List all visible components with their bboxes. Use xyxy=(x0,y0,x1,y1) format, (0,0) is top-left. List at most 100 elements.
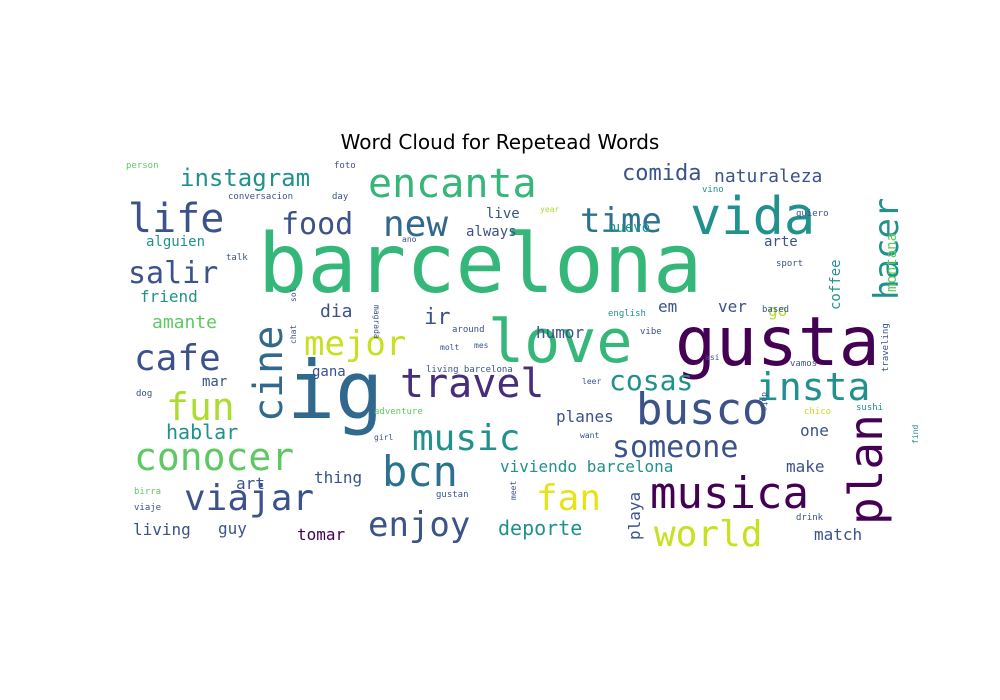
word-living: living xyxy=(133,520,191,539)
word-year: year xyxy=(540,205,559,214)
word-gana: gana xyxy=(312,364,346,380)
word-viajar: viajar xyxy=(184,478,314,519)
word-chat: chat xyxy=(289,325,298,344)
word-conocer: conocer xyxy=(134,435,294,479)
word-hablar: hablar xyxy=(166,420,238,444)
word-someone: someone xyxy=(612,430,738,465)
word-enjoy: enjoy xyxy=(368,505,470,545)
word-alguien: alguien xyxy=(146,234,205,250)
word-want: want xyxy=(580,431,599,440)
word-birra: birra xyxy=(134,487,161,497)
word-gusta: gusta xyxy=(675,303,880,382)
word-always: always xyxy=(466,224,517,240)
word-mejor: mejor xyxy=(304,324,406,364)
word-fun: fun xyxy=(166,385,235,429)
word-thing: thing xyxy=(314,468,362,487)
word-sol: sol xyxy=(289,287,298,302)
word-arte: arte xyxy=(764,234,798,250)
word-naturaleza: naturaleza xyxy=(714,166,822,187)
word-life: life xyxy=(128,196,224,242)
word-music: music xyxy=(412,418,520,459)
word-meet: meet xyxy=(509,481,518,500)
word-fan: fan xyxy=(536,478,601,519)
word-mar: mar xyxy=(202,374,227,390)
word-sport: sport xyxy=(776,259,803,269)
word-day: day xyxy=(332,192,349,202)
word-viaje: viaje xyxy=(134,503,161,513)
word-world: world xyxy=(654,514,762,555)
word-amante: amante xyxy=(152,312,217,333)
word-adventure: adventure xyxy=(374,407,423,417)
word-bcn: bcn xyxy=(382,447,458,496)
word-playa: playa xyxy=(625,492,644,540)
word-ver: ver xyxy=(718,297,747,316)
word-humor: humor xyxy=(536,323,585,342)
word-go: go xyxy=(768,301,787,320)
word-make: make xyxy=(786,457,825,476)
word-talk: talk xyxy=(226,253,248,263)
word-nuevo: nuevo xyxy=(608,220,650,236)
word-one: one xyxy=(800,421,829,440)
word-dog: dog xyxy=(136,389,152,399)
word-ano: ano xyxy=(402,235,417,244)
word-cafe: cafe xyxy=(134,338,221,379)
word-cine: cine xyxy=(246,326,292,422)
word-comida: comida xyxy=(622,161,701,186)
word-vamos: vamos xyxy=(790,359,817,369)
word-cosas: cosas xyxy=(609,364,693,397)
word-asi: asi xyxy=(705,353,720,362)
word-vibe: vibe xyxy=(640,327,662,337)
word-plan: plan xyxy=(839,414,893,525)
word-english: english xyxy=(608,309,646,319)
word-around: around xyxy=(452,325,485,335)
word-guy: guy xyxy=(218,519,247,538)
word-gustan: gustan xyxy=(436,490,469,500)
word-time: time xyxy=(580,201,662,241)
word-magrada: magrada xyxy=(372,305,381,339)
word-match: match xyxy=(814,525,862,544)
word-ig: ig xyxy=(287,344,383,437)
word-molt: molt xyxy=(440,343,459,352)
word-conversacion: conversacion xyxy=(228,192,293,202)
word-vino: vino xyxy=(702,185,724,195)
word-foto: foto xyxy=(334,161,356,171)
word-barcelona: barcelona xyxy=(258,217,702,312)
word-art: art xyxy=(236,474,265,493)
word-instagram: instagram xyxy=(180,164,310,192)
word-em: em xyxy=(658,297,677,316)
word-date: date xyxy=(760,392,769,411)
word-salir: salir xyxy=(128,256,218,291)
word-chico: chico xyxy=(804,407,831,417)
word-living-barcelona: living barcelona xyxy=(426,365,513,375)
word-love: love xyxy=(488,307,633,377)
chart-title: Word Cloud for Repetead Words xyxy=(340,130,660,154)
word-musica: musica xyxy=(650,468,809,519)
word-live: live xyxy=(486,206,520,222)
word-coffee: coffee xyxy=(828,259,844,310)
word-find: find xyxy=(911,425,920,444)
word-friend: friend xyxy=(140,287,198,306)
word-hacer: hacer xyxy=(867,198,907,300)
word-sushi: sushi xyxy=(856,403,883,413)
word-ir: ir xyxy=(424,305,451,330)
word-dia: dia xyxy=(320,301,353,322)
word-viviendo-barcelona: viviendo barcelona xyxy=(500,457,673,476)
word-quiero: quiero xyxy=(796,209,829,219)
word-food: food xyxy=(281,207,353,242)
word-busco: busco xyxy=(636,384,768,435)
word-girl: girl xyxy=(374,433,393,442)
word-montana: montana xyxy=(884,233,900,292)
word-travel: travel xyxy=(400,361,545,407)
word-tomar: tomar xyxy=(297,525,346,544)
word-new: new xyxy=(383,204,448,245)
word-traveling: traveling xyxy=(881,323,891,372)
word-encanta: encanta xyxy=(368,161,537,207)
word-deporte: deporte xyxy=(498,516,582,540)
word-leer: leer xyxy=(582,377,601,386)
word-person: person xyxy=(126,161,159,171)
word-based: based xyxy=(762,305,789,315)
word-drink: drink xyxy=(796,513,824,523)
word-planes: planes xyxy=(556,407,614,426)
word-mes: mes xyxy=(474,341,489,350)
